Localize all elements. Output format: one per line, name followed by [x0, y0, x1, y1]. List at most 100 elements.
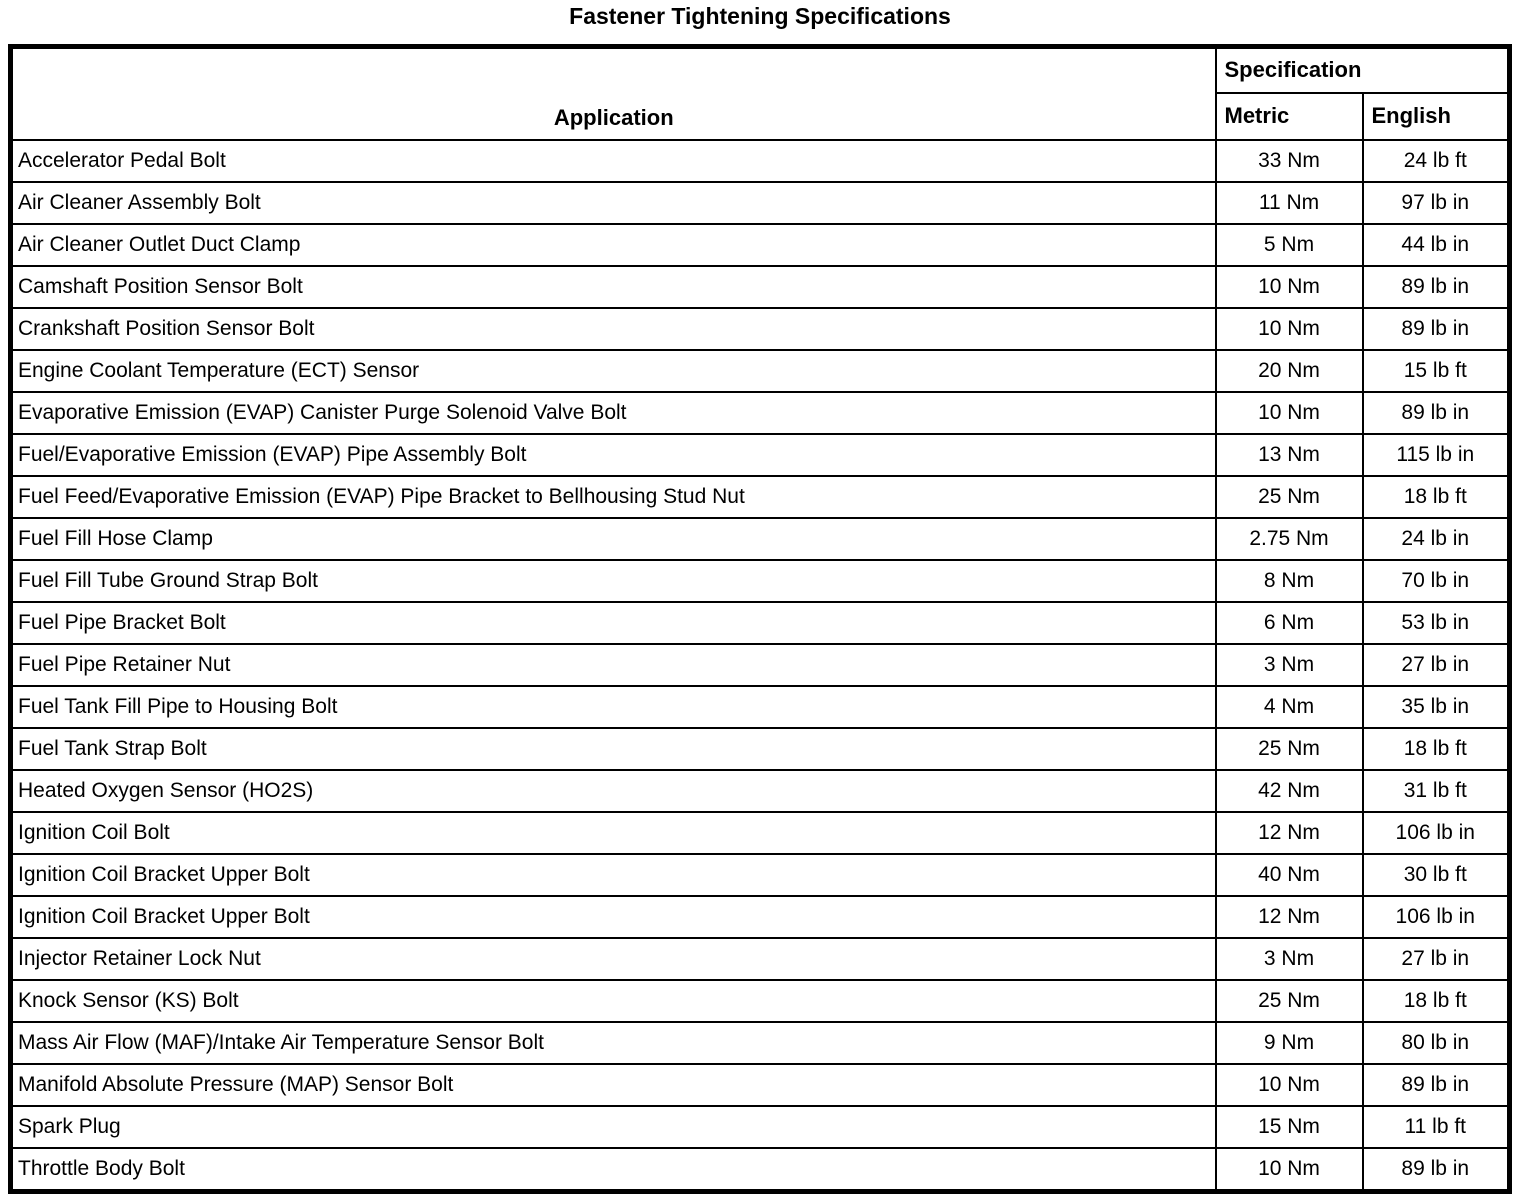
table-row: Air Cleaner Outlet Duct Clamp 5 Nm 44 lb i…: [9, 223, 1511, 267]
cell-application: Mass Air Flow (MAF)/Intake Air Temperatu…: [9, 1021, 1217, 1065]
table-row: Fuel Tank Strap Bolt 25 Nm 18 lb ft: [9, 727, 1511, 771]
cell-metric: 20 Nm: [1214, 349, 1364, 393]
cell-application: Fuel Fill Hose Clamp: [9, 517, 1217, 561]
table-row: Camshaft Position Sensor Bolt 10 Nm 89 lb …: [9, 265, 1511, 309]
cell-metric: 10 Nm: [1214, 307, 1364, 351]
cell-metric: 12 Nm: [1214, 811, 1364, 855]
header-row-1: Application Specification: [9, 45, 1511, 141]
spec-table-body: Accelerator Pedal Bolt 33 Nm 24 lb ft Air C…: [9, 139, 1511, 1193]
cell-metric: 10 Nm: [1214, 391, 1364, 435]
english-column-header: English: [1361, 91, 1511, 142]
table-row: Throttle Body Bolt 10 Nm 89 lb in: [9, 1147, 1511, 1193]
cell-application: Accelerator Pedal Bolt: [9, 139, 1217, 183]
table-row: Injector Retainer Lock Nut 3 Nm 27 lb in: [9, 937, 1511, 981]
table-row: Fuel Fill Hose Clamp 2.75 Nm 24 lb in: [9, 517, 1511, 561]
cell-metric: 10 Nm: [1214, 1063, 1364, 1107]
cell-application: Fuel Pipe Retainer Nut: [9, 643, 1217, 687]
cell-english: 89 lb in: [1361, 391, 1511, 435]
cell-english: 11 lb ft: [1361, 1105, 1511, 1149]
cell-application: Ignition Coil Bracket Upper Bolt: [9, 895, 1217, 939]
cell-english: 44 lb in: [1361, 223, 1511, 267]
cell-english: 70 lb in: [1361, 559, 1511, 603]
cell-metric: 25 Nm: [1214, 475, 1364, 519]
cell-english: 27 lb in: [1361, 937, 1511, 981]
table-row: Ignition Coil Bolt 12 Nm 106 lb in: [9, 811, 1511, 855]
table-row: Knock Sensor (KS) Bolt 25 Nm 18 lb ft: [9, 979, 1511, 1023]
cell-metric: 5 Nm: [1214, 223, 1364, 267]
cell-english: 15 lb ft: [1361, 349, 1511, 393]
cell-english: 35 lb in: [1361, 685, 1511, 729]
cell-english: 24 lb ft: [1361, 139, 1511, 183]
cell-metric: 4 Nm: [1214, 685, 1364, 729]
table-row: Fuel Pipe Retainer Nut 3 Nm 27 lb in: [9, 643, 1511, 687]
table-row: Mass Air Flow (MAF)/Intake Air Temperatu…: [9, 1021, 1511, 1065]
table-row: Fuel Fill Tube Ground Strap Bolt 8 Nm 70 l…: [9, 559, 1511, 603]
cell-metric: 10 Nm: [1214, 1147, 1364, 1193]
cell-application: Fuel Tank Strap Bolt: [9, 727, 1217, 771]
cell-english: 106 lb in: [1361, 811, 1511, 855]
cell-english: 97 lb in: [1361, 181, 1511, 225]
cell-metric: 8 Nm: [1214, 559, 1364, 603]
cell-metric: 42 Nm: [1214, 769, 1364, 813]
table-row: Fuel Feed/Evaporative Emission (EVAP) Pi…: [9, 475, 1511, 519]
cell-english: 89 lb in: [1361, 307, 1511, 351]
table-row: Spark Plug 15 Nm 11 lb ft: [9, 1105, 1511, 1149]
cell-metric: 3 Nm: [1214, 937, 1364, 981]
cell-english: 80 lb in: [1361, 1021, 1511, 1065]
table-row: Fuel Pipe Bracket Bolt 6 Nm 53 lb in: [9, 601, 1511, 645]
cell-english: 115 lb in: [1361, 433, 1511, 477]
cell-application: Fuel Tank Fill Pipe to Housing Bolt: [9, 685, 1217, 729]
cell-application: Air Cleaner Outlet Duct Clamp: [9, 223, 1217, 267]
cell-english: 106 lb in: [1361, 895, 1511, 939]
cell-application: Fuel Pipe Bracket Bolt: [9, 601, 1217, 645]
cell-application: Injector Retainer Lock Nut: [9, 937, 1217, 981]
table-row: Accelerator Pedal Bolt 33 Nm 24 lb ft: [9, 139, 1511, 183]
cell-application: Fuel Feed/Evaporative Emission (EVAP) Pi…: [9, 475, 1217, 519]
table-header: Application Specification Metric English: [9, 45, 1511, 142]
table-row: Fuel/Evaporative Emission (EVAP) Pipe As…: [9, 433, 1511, 477]
cell-application: Camshaft Position Sensor Bolt: [9, 265, 1217, 309]
cell-english: 18 lb ft: [1361, 727, 1511, 771]
cell-metric: 10 Nm: [1214, 265, 1364, 309]
cell-application: Air Cleaner Assembly Bolt: [9, 181, 1217, 225]
cell-metric: 11 Nm: [1214, 181, 1364, 225]
cell-english: 18 lb ft: [1361, 979, 1511, 1023]
cell-metric: 9 Nm: [1214, 1021, 1364, 1065]
table-row: Air Cleaner Assembly Bolt 11 Nm 97 lb in: [9, 181, 1511, 225]
cell-metric: 13 Nm: [1214, 433, 1364, 477]
table-row: Heated Oxygen Sensor (HO2S) 42 Nm 31 lb ft: [9, 769, 1511, 813]
cell-application: Fuel/Evaporative Emission (EVAP) Pipe As…: [9, 433, 1217, 477]
cell-application: Spark Plug: [9, 1105, 1217, 1149]
cell-application: Heated Oxygen Sensor (HO2S): [9, 769, 1217, 813]
cell-metric: 3 Nm: [1214, 643, 1364, 687]
table-row: Evaporative Emission (EVAP) Canister Pur…: [9, 391, 1511, 435]
cell-english: 89 lb in: [1361, 1147, 1511, 1193]
cell-metric: 2.75 Nm: [1214, 517, 1364, 561]
cell-english: 18 lb ft: [1361, 475, 1511, 519]
cell-application: Engine Coolant Temperature (ECT) Sensor: [9, 349, 1217, 393]
cell-application: Ignition Coil Bolt: [9, 811, 1217, 855]
cell-application: Ignition Coil Bracket Upper Bolt: [9, 853, 1217, 897]
table-row: Ignition Coil Bracket Upper Bolt 12 Nm 106…: [9, 895, 1511, 939]
cell-application: Throttle Body Bolt: [9, 1147, 1217, 1193]
cell-english: 31 lb ft: [1361, 769, 1511, 813]
cell-metric: 6 Nm: [1214, 601, 1364, 645]
cell-english: 30 lb ft: [1361, 853, 1511, 897]
cell-metric: 25 Nm: [1214, 727, 1364, 771]
cell-english: 89 lb in: [1361, 265, 1511, 309]
cell-application: Crankshaft Position Sensor Bolt: [9, 307, 1217, 351]
cell-english: 24 lb in: [1361, 517, 1511, 561]
specification-column-header: Specification: [1214, 45, 1511, 94]
fastener-spec-table: Application Specification Metric English…: [8, 44, 1513, 1194]
cell-application: Evaporative Emission (EVAP) Canister Pur…: [9, 391, 1217, 435]
cell-metric: 40 Nm: [1214, 853, 1364, 897]
cell-metric: 25 Nm: [1214, 979, 1364, 1023]
cell-metric: 12 Nm: [1214, 895, 1364, 939]
metric-column-header: Metric: [1214, 91, 1364, 142]
application-column-header: Application: [9, 45, 1217, 141]
cell-metric: 33 Nm: [1214, 139, 1364, 183]
cell-metric: 15 Nm: [1214, 1105, 1364, 1149]
cell-application: Fuel Fill Tube Ground Strap Bolt: [9, 559, 1217, 603]
table-row: Crankshaft Position Sensor Bolt 10 Nm 89 l…: [9, 307, 1511, 351]
